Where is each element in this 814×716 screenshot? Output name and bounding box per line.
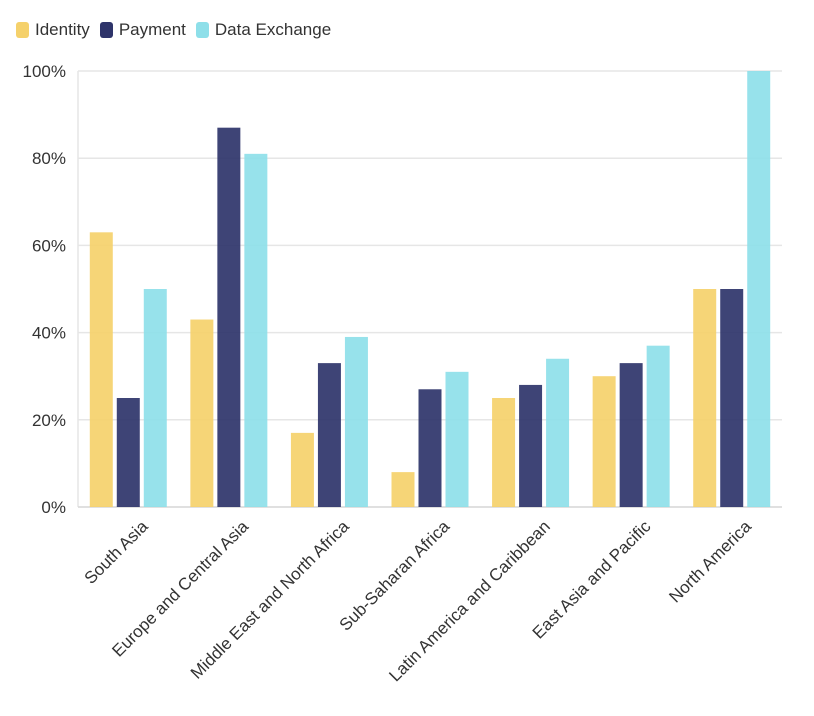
legend: Identity Payment Data Exchange — [16, 20, 331, 40]
y-tick-label: 100% — [23, 62, 66, 81]
x-tick-label: South Asia — [81, 516, 152, 587]
legend-item-payment[interactable]: Payment — [99, 20, 186, 40]
y-tick-label: 0% — [41, 498, 66, 517]
legend-swatch-identity — [16, 22, 29, 38]
legend-label-identity: Identity — [35, 20, 90, 39]
bar-identity[interactable]: Middle East and North Africa — Identity:… — [290, 432, 314, 507]
x-tick-label: Latin America and Caribbean — [385, 517, 553, 685]
x-tick-label: Sub-Saharan Africa — [336, 516, 454, 634]
bar-payment[interactable]: Middle East and North Africa — Payment: … — [317, 363, 341, 507]
legend-swatch-payment — [99, 22, 113, 38]
bar-payment[interactable]: South Asia — Payment: 25% — [116, 398, 140, 507]
bar-identity[interactable]: South Asia — Identity: 63% — [89, 232, 113, 507]
y-tick-label: 20% — [32, 411, 66, 430]
bar-data-exchange[interactable]: Middle East and North Africa — Data Exch… — [344, 336, 368, 507]
y-tick-label: 40% — [32, 324, 66, 343]
bar-payment[interactable]: Sub-Saharan Africa — Payment: 27% — [418, 389, 442, 507]
bar-identity[interactable]: East Asia and Pacific — Identity: 30% — [592, 376, 616, 507]
legend-label-payment: Payment — [118, 20, 186, 39]
y-tick-label: 60% — [32, 236, 66, 255]
bar-data-exchange[interactable]: Europe and Central Asia — Data Exchange:… — [244, 153, 268, 507]
bar-payment[interactable]: Latin America and Caribbean — Payment: 2… — [519, 384, 543, 507]
bar-identity[interactable]: Sub-Saharan Africa — Identity: 8% — [391, 472, 415, 507]
bar-data-exchange[interactable]: Latin America and Caribbean — Data Excha… — [546, 358, 570, 507]
legend-swatch-data-exchange — [195, 22, 209, 38]
legend-item-data-exchange[interactable]: Data Exchange — [195, 20, 332, 40]
legend-label-data-exchange: Data Exchange — [214, 20, 332, 39]
bar-data-exchange[interactable]: South Asia — Data Exchange: 50% — [143, 289, 167, 507]
bar-identity[interactable]: Europe and Central Asia — Identity: 43% — [190, 319, 214, 507]
x-tick-label: North America — [665, 516, 755, 606]
bar-data-exchange[interactable]: Sub-Saharan Africa — Data Exchange: 31% — [445, 371, 469, 507]
bar-payment[interactable]: East Asia and Pacific — Payment: 33% — [619, 363, 643, 507]
bar-identity[interactable]: North America — Identity: 50% — [693, 289, 717, 507]
bar-payment[interactable]: Europe and Central Asia — Payment: 87% — [217, 127, 241, 508]
bar-data-exchange[interactable]: East Asia and Pacific — Data Exchange: 3… — [646, 345, 670, 507]
bar-identity[interactable]: Latin America and Caribbean — Identity: … — [492, 398, 516, 507]
x-tick-label: Middle East and North Africa — [187, 517, 353, 683]
y-tick-label: 80% — [32, 149, 66, 168]
bar-data-exchange[interactable]: North America — Data Exchange: 100% — [747, 71, 771, 507]
bar-payment[interactable]: North America — Payment: 50% — [720, 289, 744, 507]
legend-item-identity[interactable]: Identity — [16, 20, 90, 40]
